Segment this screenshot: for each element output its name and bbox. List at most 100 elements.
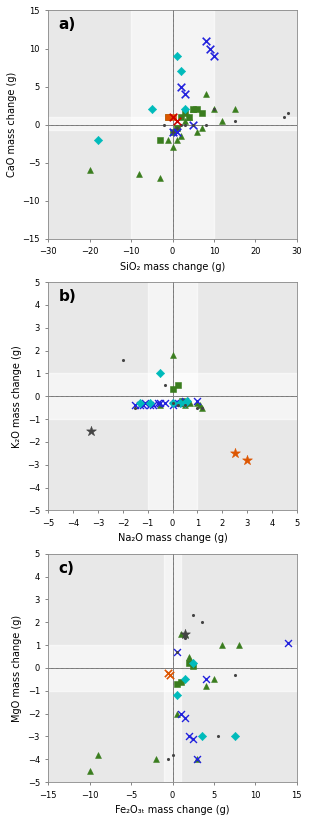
Point — [232, 114, 237, 127]
Point — [174, 645, 179, 658]
Point — [188, 396, 193, 409]
Point — [187, 650, 192, 663]
Point — [191, 103, 196, 116]
Point — [170, 349, 175, 362]
Point — [133, 401, 138, 414]
Point — [178, 110, 183, 123]
Point — [170, 141, 175, 154]
Bar — [148, 373, 197, 419]
Point — [174, 126, 179, 139]
Point — [183, 399, 188, 412]
Point — [220, 639, 225, 652]
Point — [183, 396, 188, 409]
Point — [170, 748, 175, 761]
Point — [183, 627, 188, 640]
Bar — [131, 11, 214, 239]
Point — [170, 126, 175, 139]
Point — [195, 753, 200, 766]
Point — [174, 645, 179, 658]
Point — [138, 396, 143, 409]
Point — [87, 764, 92, 778]
Point — [211, 103, 216, 116]
X-axis label: SiO₂ mass change (g): SiO₂ mass change (g) — [120, 261, 225, 272]
Point — [175, 378, 180, 391]
Bar — [48, 645, 297, 690]
Point — [282, 110, 287, 123]
Bar — [164, 554, 181, 783]
Point — [203, 680, 208, 693]
Bar — [48, 117, 297, 130]
Point — [178, 80, 183, 93]
Point — [195, 401, 200, 414]
Point — [155, 396, 160, 409]
Point — [187, 657, 192, 670]
Point — [183, 673, 188, 686]
Point — [175, 399, 180, 412]
Point — [170, 110, 175, 123]
Point — [286, 636, 291, 649]
Point — [162, 118, 167, 132]
Point — [178, 675, 183, 688]
Point — [195, 396, 200, 409]
Point — [163, 396, 167, 409]
Point — [232, 730, 237, 743]
Point — [137, 168, 142, 181]
Point — [183, 395, 188, 408]
Point — [180, 395, 185, 408]
Point — [170, 126, 175, 139]
Point — [183, 103, 188, 116]
Point — [185, 395, 190, 408]
X-axis label: Fe₂O₃ₜ mass change (g): Fe₂O₃ₜ mass change (g) — [115, 805, 230, 815]
Point — [170, 396, 175, 409]
Point — [140, 399, 145, 412]
Point — [174, 133, 179, 146]
Point — [166, 133, 171, 146]
Point — [195, 395, 200, 408]
Point — [166, 753, 171, 766]
Point — [174, 114, 179, 127]
Point — [191, 118, 196, 132]
Point — [232, 668, 237, 681]
Point — [121, 353, 125, 367]
Point — [199, 107, 204, 120]
Point — [191, 659, 196, 672]
Point — [191, 732, 196, 746]
Point — [143, 396, 148, 409]
Point — [195, 103, 200, 116]
Point — [286, 107, 291, 120]
Point — [178, 627, 183, 640]
Point — [174, 122, 179, 135]
Point — [172, 396, 177, 409]
Point — [167, 668, 172, 681]
Point — [175, 396, 180, 409]
Point — [183, 712, 188, 725]
Point — [178, 118, 183, 132]
Point — [148, 399, 153, 412]
Point — [166, 110, 171, 123]
Point — [178, 129, 183, 142]
Point — [245, 454, 250, 467]
Point — [183, 632, 188, 645]
Point — [191, 103, 196, 116]
Point — [200, 401, 205, 414]
Y-axis label: MgO mass change (g): MgO mass change (g) — [12, 614, 22, 722]
Point — [148, 396, 153, 409]
Point — [174, 677, 179, 690]
Point — [187, 110, 192, 123]
Point — [174, 707, 179, 720]
X-axis label: Na₂O mass change (g): Na₂O mass change (g) — [118, 533, 227, 543]
Point — [187, 110, 192, 123]
Point — [203, 673, 208, 686]
Point — [170, 399, 175, 412]
Bar — [48, 373, 297, 419]
Point — [174, 689, 179, 702]
Point — [177, 396, 182, 409]
Bar — [131, 117, 214, 130]
Point — [95, 133, 100, 146]
Point — [166, 110, 171, 123]
Point — [199, 616, 204, 629]
Text: c): c) — [58, 561, 74, 575]
Point — [158, 171, 163, 184]
Point — [211, 673, 216, 686]
Point — [163, 378, 167, 391]
